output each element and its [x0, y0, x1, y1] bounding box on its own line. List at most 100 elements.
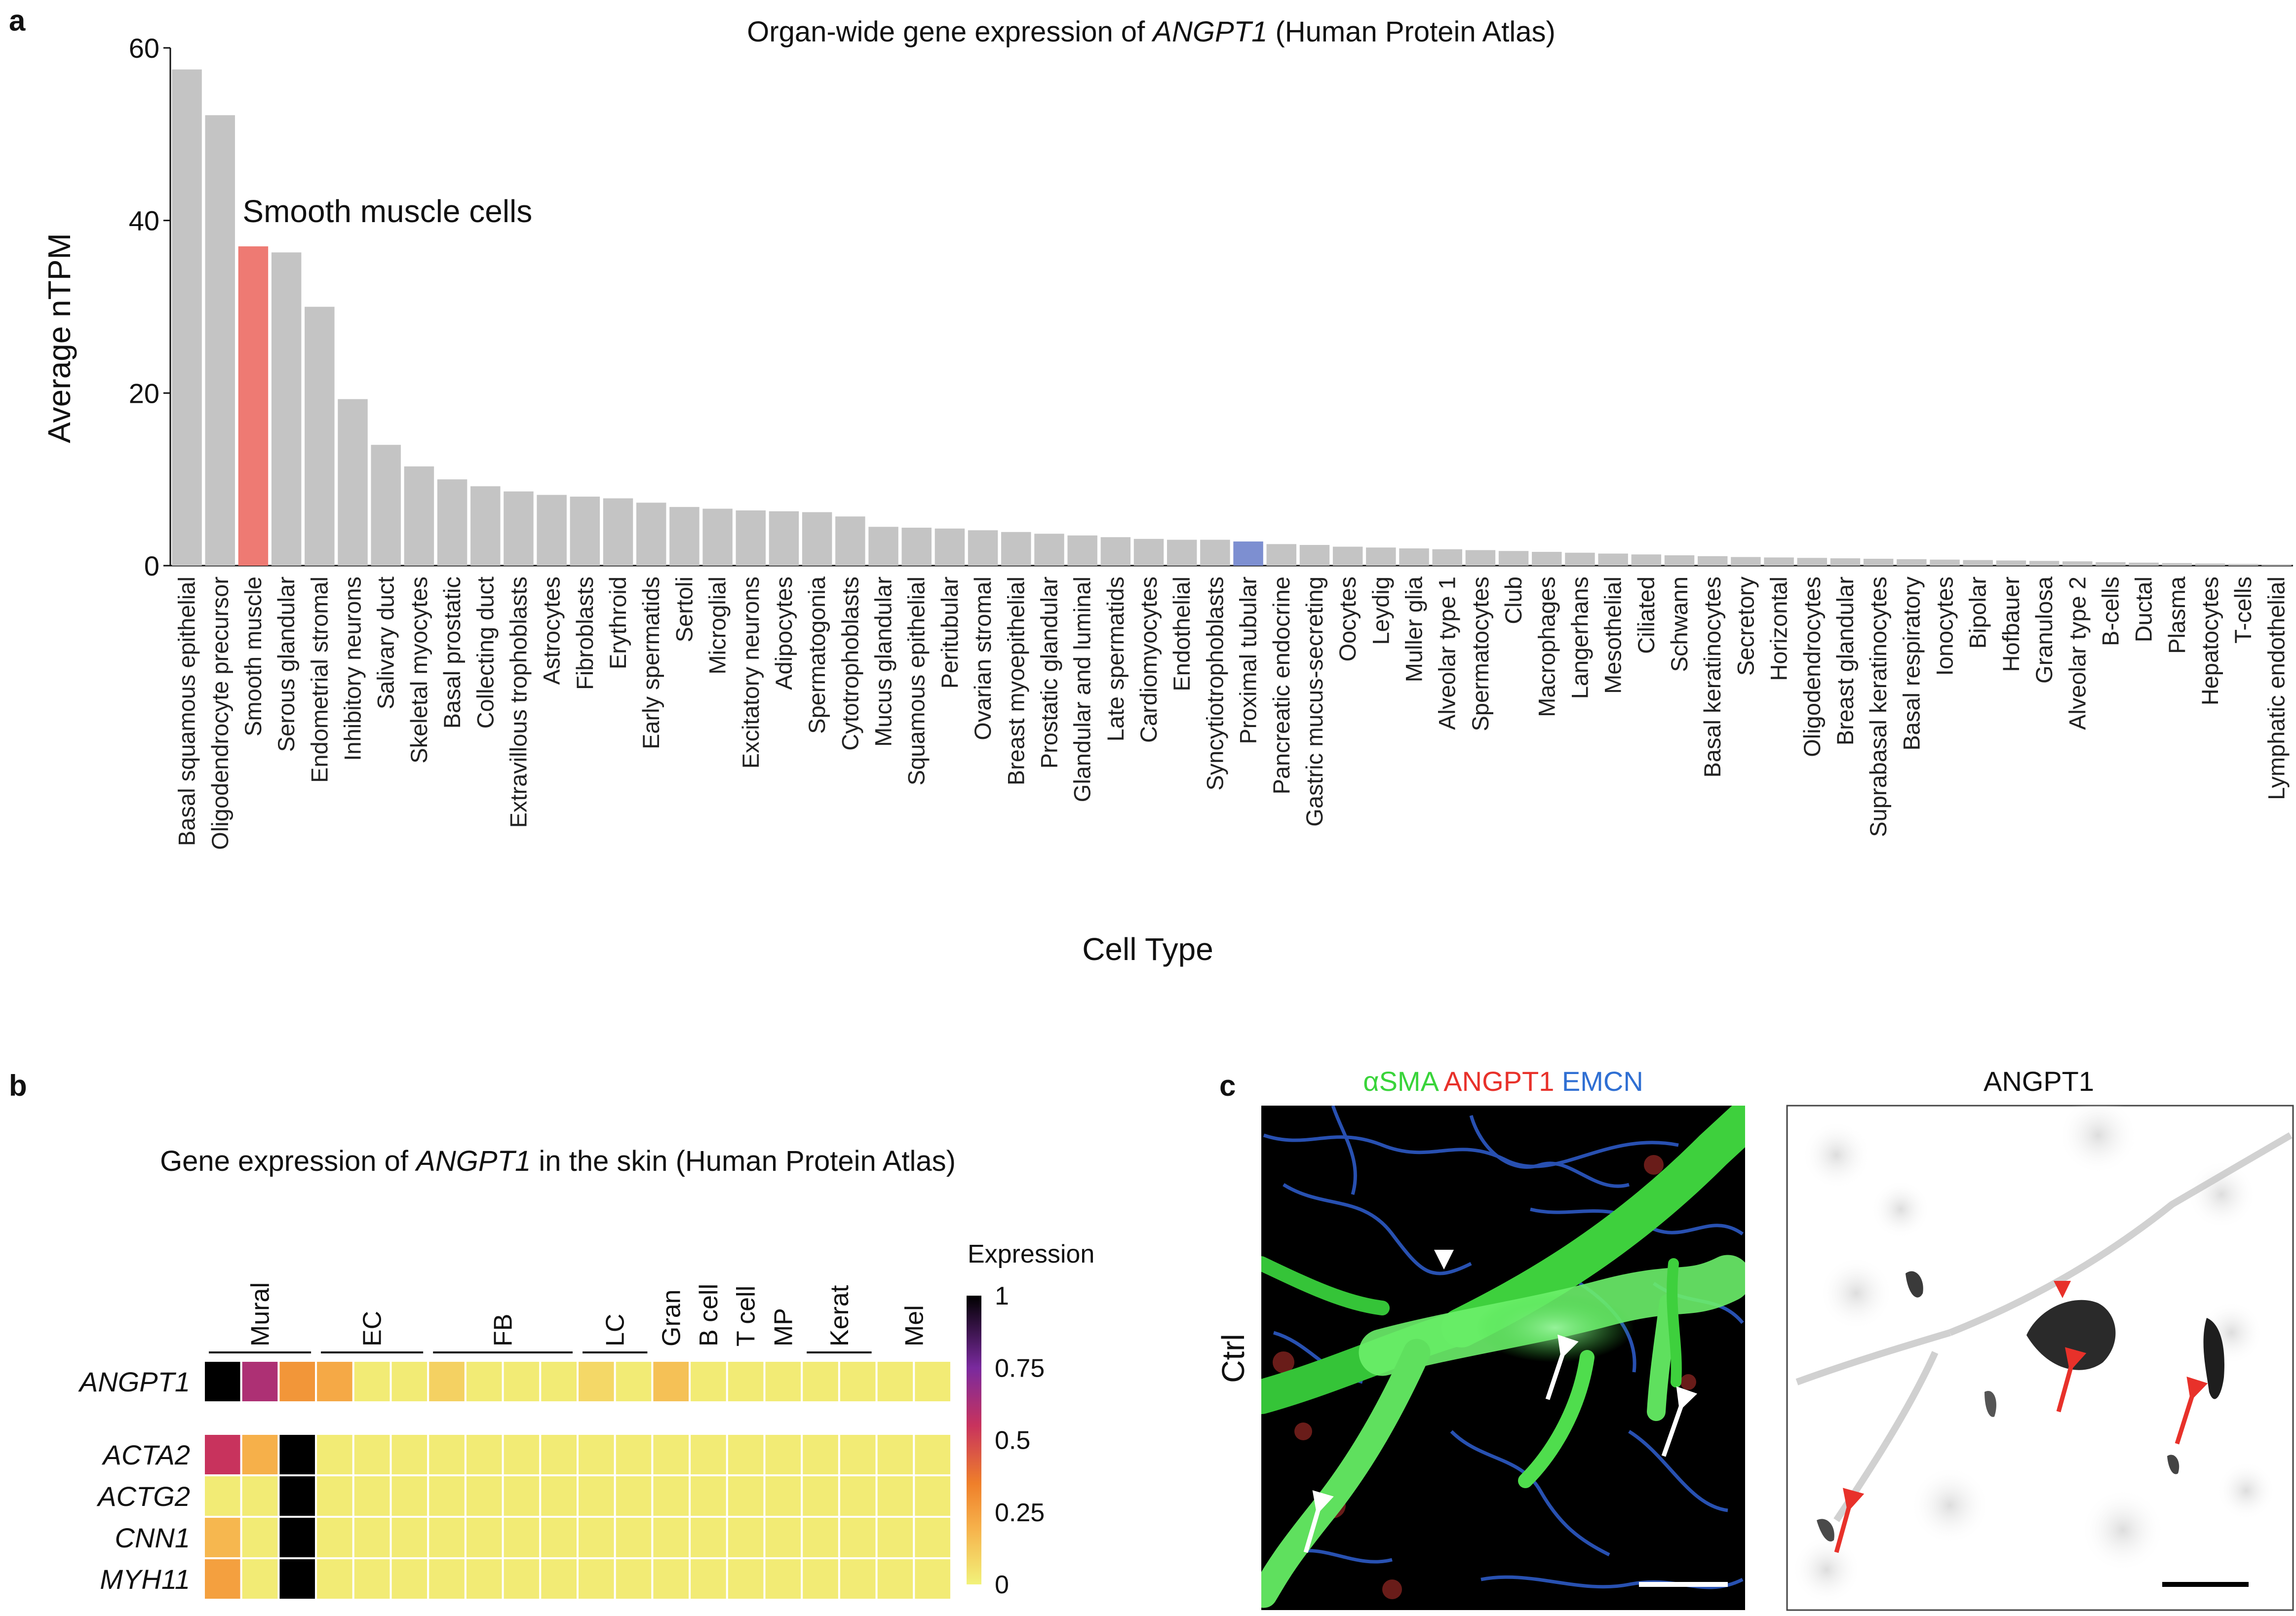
- bar: [702, 508, 733, 566]
- heatmap-cell: [689, 1557, 728, 1601]
- heatmap-cell: [203, 1474, 242, 1518]
- bar: [1930, 559, 1960, 566]
- group-label: B cell: [695, 1284, 723, 1347]
- heatmap-cell: [838, 1474, 878, 1518]
- bar: [2228, 564, 2258, 566]
- heatmap-cell: [875, 1360, 915, 1403]
- heatmap-cell: [389, 1516, 429, 1559]
- bar: [338, 399, 368, 566]
- white-arrow-1: [1545, 1334, 1579, 1400]
- grayscale-channel-title: ANGPT1: [1984, 1066, 2094, 1097]
- heatmap-cell: [464, 1360, 504, 1403]
- bar-y-tick-label: 40: [129, 205, 159, 236]
- category-label: Suprabasal keratinocytes: [1865, 577, 1891, 837]
- bar: [2063, 561, 2093, 566]
- heatmap-cell: [913, 1557, 953, 1601]
- category-label: Hepatocytes: [2197, 577, 2223, 705]
- bar: [470, 486, 501, 566]
- category-label: Ionocytes: [1932, 577, 1958, 676]
- colorbar-tick-label: 0.75: [995, 1354, 1045, 1383]
- heatmap-cell: [539, 1516, 579, 1559]
- heatmap-cell: [913, 1474, 953, 1518]
- bar: [1465, 550, 1496, 566]
- heatmap-cell: [689, 1433, 728, 1476]
- category-label: Proximal tubular: [1235, 577, 1261, 744]
- heatmap-cell: [614, 1360, 654, 1403]
- heatmap-cell: [427, 1433, 467, 1476]
- bar: [1133, 539, 1164, 566]
- bar: [868, 527, 898, 566]
- colorbar-tick-label: 0: [995, 1571, 1009, 1599]
- colorbar-tick-label: 1: [995, 1282, 1009, 1310]
- category-label: Spermatogonia: [804, 576, 830, 734]
- bar: [1233, 541, 1263, 566]
- heatmap-cell: [352, 1516, 392, 1559]
- group-label: LC: [601, 1314, 630, 1347]
- heatmap-cell: [875, 1474, 915, 1518]
- category-label: Mesothelial: [1600, 577, 1626, 694]
- heatmap-cell: [875, 1557, 915, 1601]
- category-label: Excitatory neurons: [738, 577, 764, 769]
- category-label: Ovarian stromal: [970, 577, 996, 740]
- heatmap-cell: [240, 1516, 280, 1559]
- category-label: Basal prostatic: [439, 577, 465, 729]
- bar-y-tick-label: 20: [129, 378, 159, 409]
- bar: [603, 498, 633, 566]
- heatmap-cell: [502, 1433, 542, 1476]
- colorbar-ticks: 1 0.75 0.5 0.25 0: [995, 1282, 1045, 1599]
- bar: [1631, 554, 1662, 566]
- heatmap-cell: [315, 1360, 354, 1403]
- category-label: Cardiomyocytes: [1135, 577, 1162, 743]
- group-label: Mel: [900, 1305, 929, 1347]
- bar: [1565, 552, 1595, 566]
- category-label: Plasma: [2164, 576, 2190, 654]
- category-label: Cytotrophoblasts: [837, 577, 863, 751]
- bar: [1830, 558, 1861, 566]
- heatmap-cell: [315, 1433, 354, 1476]
- category-label: Alveolar type 1: [1434, 577, 1460, 730]
- group-label: FB: [489, 1314, 518, 1347]
- heatmap-cell: [913, 1516, 953, 1559]
- heatmap-cell: [427, 1474, 467, 1518]
- heatmap-cell: [875, 1516, 915, 1559]
- heatmap-cell: [577, 1360, 616, 1403]
- gray-angpt1-signal: [1817, 1271, 2224, 1542]
- bar: [305, 307, 335, 566]
- heatmap-cell: [913, 1360, 953, 1403]
- heatmap-cell: [726, 1360, 766, 1403]
- heatmap-cell: [763, 1433, 803, 1476]
- category-label: Extravillous trophoblasts: [505, 577, 531, 828]
- category-label: Langerhans: [1566, 577, 1593, 699]
- bar: [1332, 546, 1363, 566]
- category-label: Basal squamous epithelial: [174, 577, 200, 846]
- bar: [271, 252, 302, 566]
- category-label: Granulosa: [2031, 576, 2057, 684]
- heatmap-cell: [203, 1433, 242, 1476]
- heatmap-cell: [352, 1433, 392, 1476]
- bar: [371, 445, 401, 566]
- heatmap-cell: [240, 1557, 280, 1601]
- heatmap-cell: [801, 1557, 840, 1601]
- bar: [172, 69, 202, 566]
- category-label: Pancreatic endocrine: [1268, 577, 1294, 795]
- bar: [669, 507, 700, 566]
- bar: [1034, 534, 1064, 566]
- smooth-muscle-annotation: Smooth muscle cells: [242, 193, 532, 229]
- heatmap-cell: [577, 1433, 616, 1476]
- heatmap-cell: [689, 1360, 728, 1403]
- heatmap-title: Gene expression of ANGPT1 in the skin (H…: [160, 1145, 956, 1177]
- category-label: Mucus glandular: [870, 577, 896, 747]
- category-label: Early spermatids: [638, 577, 664, 749]
- category-label: Late spermatids: [1102, 577, 1129, 741]
- bar: [1963, 560, 1993, 566]
- heatmap-cell: [240, 1433, 280, 1476]
- category-label: Microglial: [704, 577, 731, 675]
- gene-label: ACTA2: [102, 1439, 190, 1470]
- vessel-highlight: [1476, 1293, 1634, 1362]
- heatmap-cell: [726, 1433, 766, 1476]
- heatmap-cell: [875, 1433, 915, 1476]
- category-label: Syncytiotrophoblasts: [1202, 577, 1228, 791]
- heatmap-cell: [427, 1360, 467, 1403]
- bar: [1100, 537, 1131, 566]
